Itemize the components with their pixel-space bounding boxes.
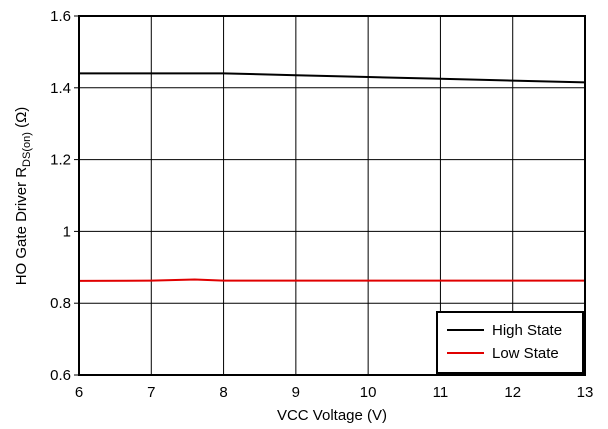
series-layer — [78, 72, 586, 282]
x-tick-label: 10 — [360, 384, 377, 401]
x-tick-label: 9 — [292, 384, 300, 401]
legend-label-low-state: Low State — [492, 345, 559, 362]
y-tick-labels: 0.6 0.8 1 1.2 1.4 1.6 — [50, 8, 71, 384]
x-tick-labels: 6 7 8 9 10 11 12 13 — [75, 384, 594, 401]
x-tick-label: 8 — [219, 384, 227, 401]
x-axis-title: VCC Voltage (V) — [277, 407, 387, 424]
plot-frame — [78, 15, 586, 376]
y-tick-label: 1.6 — [50, 8, 71, 25]
legend-label-high-state: High State — [492, 322, 562, 339]
y-tick-label: 0.8 — [50, 295, 71, 312]
x-tick-label: 11 — [433, 384, 449, 401]
y-tick-label: 1 — [63, 223, 71, 240]
y-tick-label: 1.4 — [50, 80, 71, 97]
x-tick-label: 7 — [147, 384, 155, 401]
series-line-high-state — [79, 72, 586, 84]
y-axis-title-unit: (Ω) — [13, 107, 30, 132]
y-axis-title: HO Gate Driver RDS(on) (Ω) — [13, 107, 33, 286]
y-tick-label: 1.2 — [50, 152, 71, 169]
x-tick-label: 13 — [577, 384, 594, 401]
legend-box — [436, 311, 584, 374]
x-tick-label: 12 — [504, 384, 521, 401]
y-axis-title-sub: DS(on) — [21, 132, 33, 167]
y-axis-title-main: HO Gate Driver R — [13, 167, 30, 286]
x-tick-label: 6 — [75, 384, 83, 401]
legend: High State Low State — [436, 311, 584, 374]
y-tick-label: 0.6 — [50, 367, 71, 384]
series-line-low-state — [78, 278, 585, 282]
